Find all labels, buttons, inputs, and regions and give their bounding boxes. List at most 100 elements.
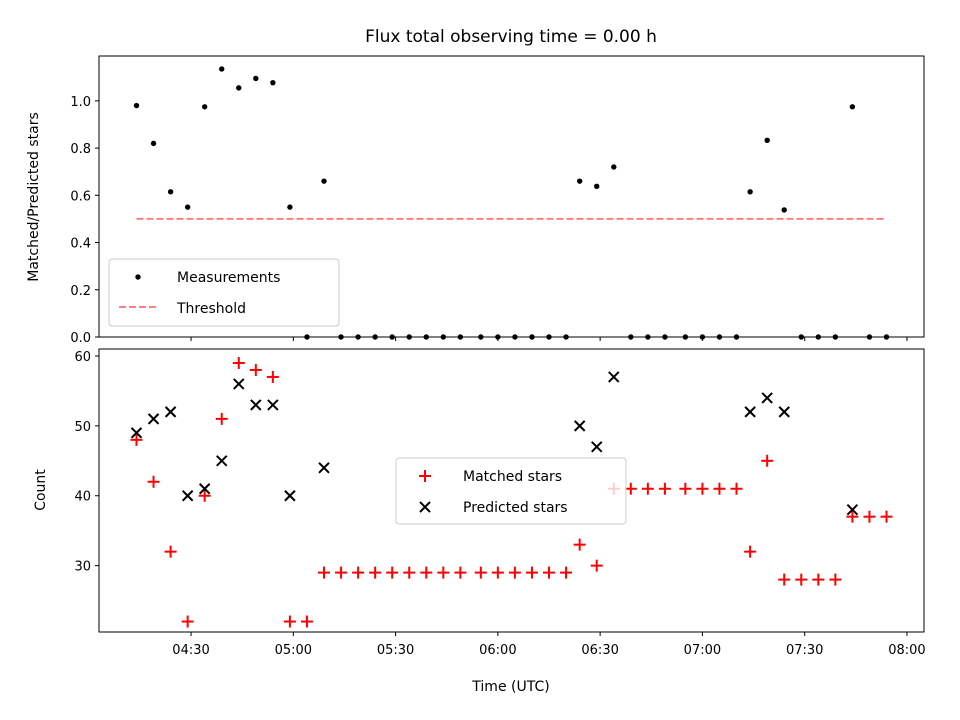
predicted-star-point (147, 413, 160, 425)
matched-star-point (744, 545, 757, 558)
measurement-point (287, 204, 293, 210)
bottom-y-axis-label: Count (33, 469, 49, 511)
matched-star-point (761, 454, 774, 467)
bottom-legend: Matched stars Predicted stars (395, 457, 627, 525)
measurement-point (201, 104, 208, 110)
matched-star-point (352, 566, 365, 579)
matched-star-point (300, 615, 313, 628)
matched-star-point (369, 566, 382, 579)
x-tick-label: 05:00 (275, 643, 312, 658)
matched-star-point (590, 559, 603, 572)
measurement-point (747, 189, 753, 195)
x-tick-label: 05:30 (377, 643, 414, 658)
measurement-point (133, 102, 140, 109)
bottom-y-tick-label: 30 (74, 560, 91, 575)
legend-threshold-label: Threshold (176, 301, 246, 317)
predicted-star-point (778, 406, 790, 418)
matched-star-point (778, 573, 791, 586)
matched-star-point (713, 482, 726, 495)
matched-star-point (880, 510, 893, 523)
predicted-star-point (573, 420, 586, 432)
measurement-point (594, 183, 600, 190)
measurement-point (150, 140, 157, 147)
measurement-point (184, 204, 191, 210)
predicted-star-point (591, 441, 603, 453)
matched-star-point (525, 566, 538, 579)
x-tick-label: 08:00 (888, 643, 925, 658)
x-tick-label: 07:30 (786, 643, 823, 658)
matched-star-point (474, 566, 487, 579)
measurement-point (253, 75, 259, 82)
measurement-point (611, 164, 617, 170)
bottom-y-tick-label: 50 (74, 420, 91, 435)
top-y-tick-label: 0.4 (70, 237, 91, 252)
matched-star-point (658, 482, 671, 495)
legend-measurements-label: Measurements (177, 270, 280, 286)
x-tick-label: 04:30 (172, 643, 209, 658)
bottom-panel: 30 40 50 60 04:30 05:00 05:30 06:00 06:30 07:00 07… (33, 348, 926, 695)
predicted-star-point (250, 399, 262, 411)
measurement-point (321, 178, 327, 184)
matched-star-point (335, 566, 348, 579)
chart-title: Flux total observing time = 0.00 h (365, 27, 657, 47)
matched-star-point (641, 482, 654, 495)
matched-star-point (491, 566, 504, 579)
x-axis-label: Time (UTC) (471, 679, 549, 695)
predicted-stars-series (130, 371, 859, 516)
legend-predicted-marker (419, 501, 431, 513)
bottom-y-tick-label: 40 (74, 490, 91, 505)
predicted-star-point (761, 392, 773, 404)
predicted-star-point (318, 462, 330, 474)
measurement-point (849, 104, 856, 110)
matched-star-point (863, 510, 876, 523)
matched-star-point (420, 566, 433, 579)
predicted-star-point (284, 490, 296, 502)
measurement-point (270, 79, 276, 86)
predicted-star-point (233, 378, 245, 390)
matched-star-point (318, 566, 330, 579)
matched-star-point (386, 566, 399, 579)
bottom-y-tick-label: 60 (74, 350, 91, 365)
top-panel: Flux total observing time = 0.00 h 0.0 0.… (26, 27, 925, 346)
top-legend-box (108, 258, 340, 327)
matched-star-point (181, 615, 194, 628)
matched-star-point (215, 412, 228, 425)
x-tick-label: 06:30 (581, 643, 618, 658)
legend-matched-marker (419, 470, 431, 482)
measurement-point (576, 178, 583, 184)
predicted-star-point (608, 371, 620, 383)
top-y-tick-label: 0.2 (70, 284, 91, 299)
top-axes-frame (98, 55, 925, 338)
matched-star-point (198, 489, 211, 502)
top-y-tick-label: 0.0 (70, 331, 91, 346)
matched-star-point (147, 475, 160, 488)
predicted-star-point (267, 399, 279, 411)
predicted-star-point (198, 483, 211, 495)
predicted-star-point (181, 490, 194, 502)
matched-star-point (846, 510, 859, 523)
predicted-star-point (130, 427, 143, 439)
matched-star-point (130, 433, 143, 446)
matched-star-point (730, 482, 743, 495)
matched-star-point (266, 370, 279, 383)
matched-star-point (508, 566, 521, 579)
matched-star-point (696, 482, 709, 495)
legend-matched-label: Matched stars (463, 469, 562, 485)
bottom-legend-box (395, 457, 627, 525)
matched-star-point (437, 566, 450, 579)
bottom-axes-frame (98, 348, 925, 633)
matched-star-point (232, 356, 245, 369)
top-y-axis-label: Matched/Predicted stars (26, 112, 42, 282)
matched-star-point (795, 573, 808, 586)
top-y-tick-label: 0.8 (70, 142, 91, 157)
predicted-star-point (846, 504, 859, 516)
matched-star-point (454, 566, 467, 579)
top-legend: Measurements Threshold (108, 258, 340, 327)
matched-star-point (560, 566, 573, 579)
predicted-star-point (164, 406, 177, 418)
measurement-point (167, 189, 174, 195)
matched-star-point (543, 566, 555, 579)
x-tick-label: 06:00 (479, 643, 516, 658)
matched-star-point (812, 573, 825, 586)
